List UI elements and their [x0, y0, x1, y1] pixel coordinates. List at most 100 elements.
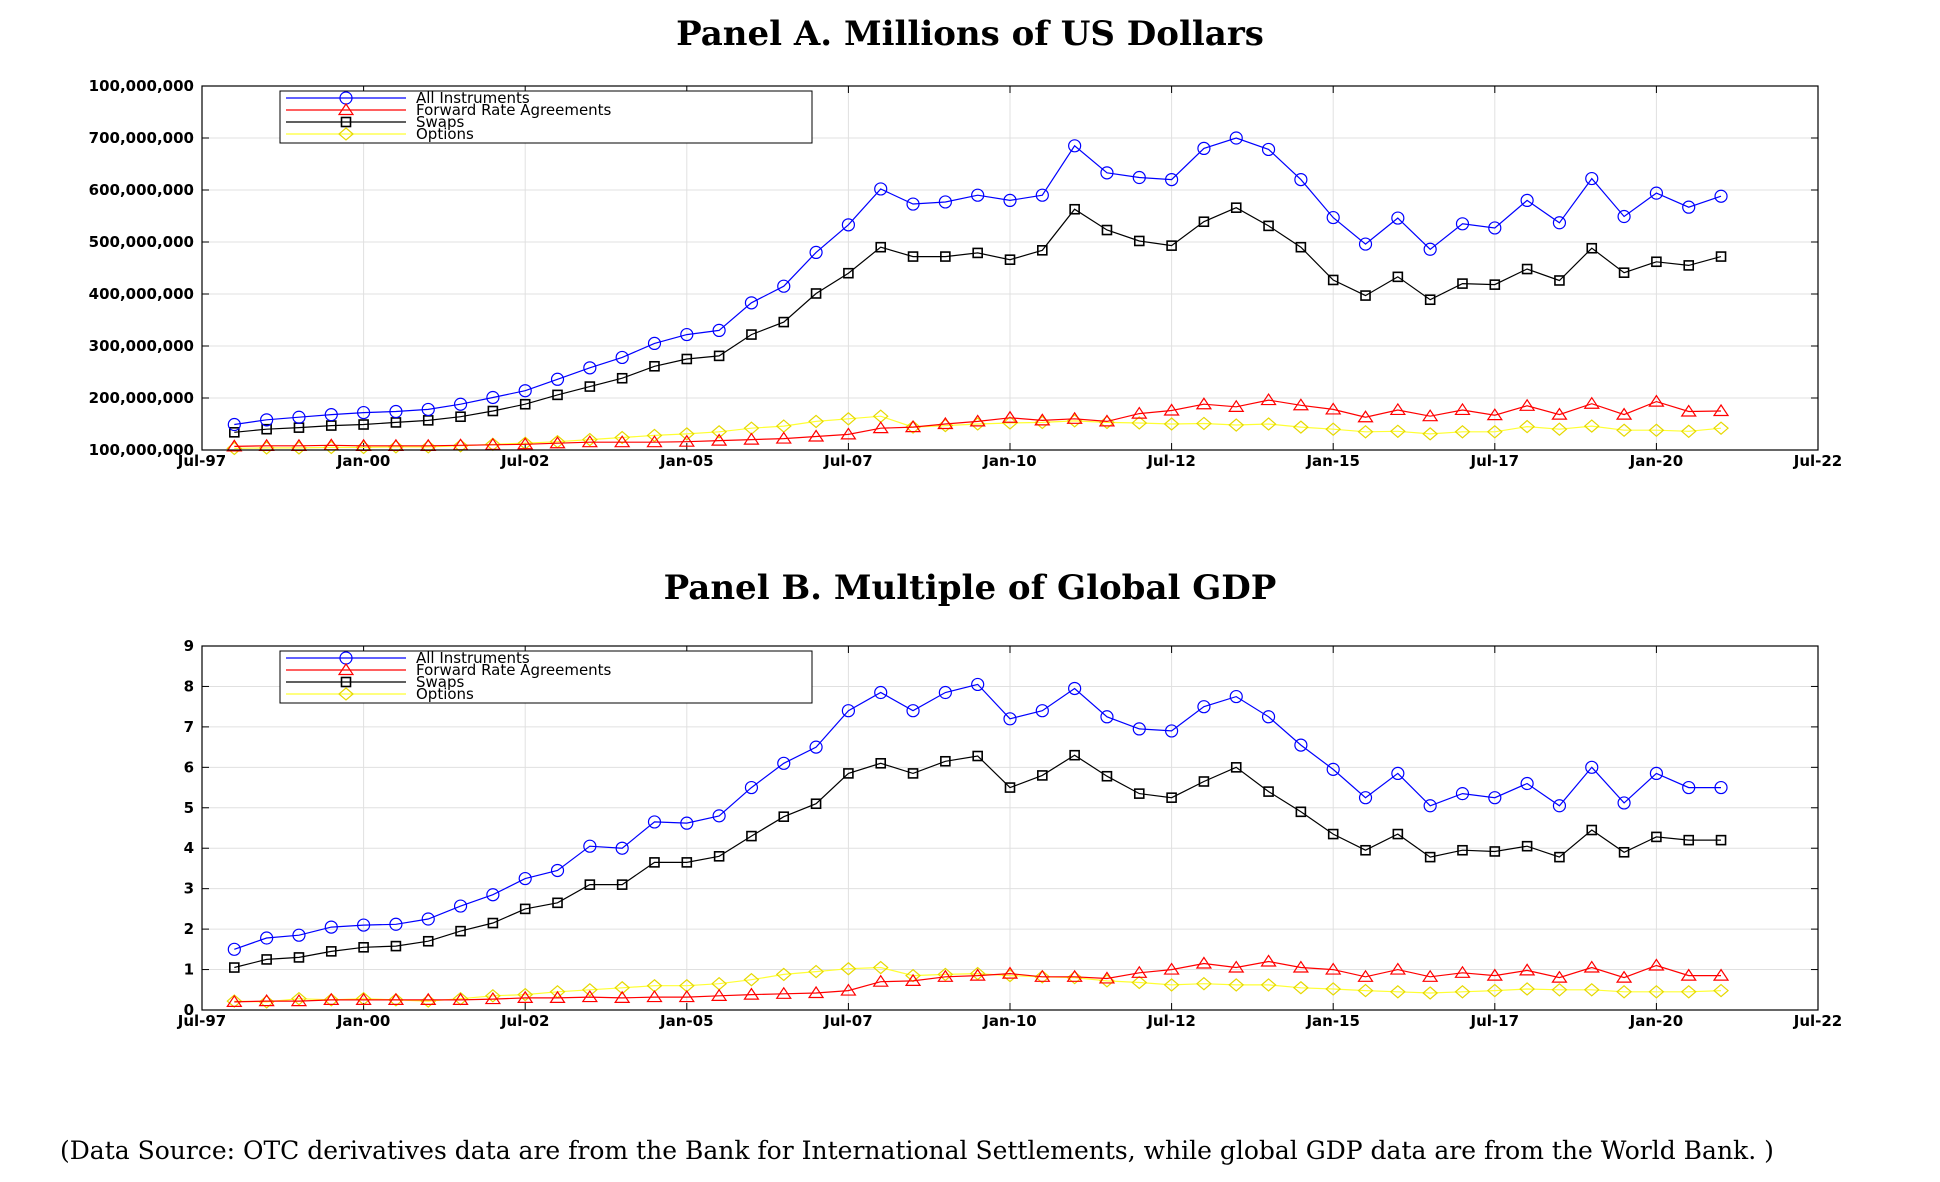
- legend-swatch-marker: [338, 687, 354, 701]
- all-instruments-point: [1100, 710, 1114, 724]
- options-point: [484, 989, 501, 1003]
- forward-rate-agreements-point: [1712, 403, 1730, 417]
- swaps-point: [1295, 806, 1307, 818]
- forward-rate-agreements-point: [452, 992, 469, 1005]
- forward-rate-agreements-point: [1163, 403, 1180, 416]
- all-instruments-point: [1455, 787, 1470, 801]
- all-instruments-point: [777, 279, 791, 293]
- swaps-point: [1651, 831, 1662, 843]
- y-tick-label: 1: [184, 961, 194, 979]
- x-tick-label: Jan-10: [982, 1012, 1036, 1030]
- options-point: [1389, 985, 1406, 999]
- x-tick-label: Jul-22: [1793, 452, 1843, 470]
- swaps-point: [1521, 840, 1533, 852]
- swaps-point: [1327, 274, 1339, 286]
- forward-rate-agreements-line: [234, 399, 1722, 447]
- swaps-point: [519, 903, 531, 915]
- all-instruments-point: [841, 704, 856, 718]
- forward-rate-agreements-point: [840, 427, 857, 440]
- forward-rate-agreements-point: [1583, 960, 1600, 973]
- all-instruments-point: [453, 397, 468, 411]
- all-instruments-point: [906, 197, 920, 211]
- all-instruments-point: [1261, 710, 1276, 724]
- all-instruments-point: [938, 685, 952, 700]
- swaps-point: [325, 946, 337, 957]
- swaps-point: [455, 925, 466, 937]
- forward-rate-agreements-point: [1260, 392, 1277, 406]
- options-point: [1680, 985, 1697, 999]
- forward-rate-agreements-point: [969, 968, 986, 981]
- x-tick-label: Jan-20: [1629, 1012, 1683, 1030]
- forward-rate-agreements-point: [1454, 402, 1471, 416]
- forward-rate-agreements-point: [1325, 962, 1342, 975]
- options-point: [872, 960, 889, 975]
- all-instruments-point: [1455, 217, 1470, 231]
- forward-rate-agreements-point: [1389, 962, 1406, 975]
- panel-a-axes-box: [201, 85, 1819, 451]
- swaps-point: [1489, 279, 1501, 290]
- options-point: [1163, 978, 1180, 992]
- swaps-point: [552, 389, 563, 401]
- all-instruments-point: [389, 404, 403, 419]
- all-instruments-point: [453, 899, 468, 913]
- all-instruments-point: [1391, 211, 1405, 225]
- options-point: [1519, 982, 1536, 996]
- all-instruments-point: [1294, 172, 1308, 187]
- swaps-point: [1683, 834, 1695, 846]
- options-point: [614, 430, 631, 445]
- swaps-point: [1263, 786, 1274, 797]
- swaps-point: [940, 755, 951, 767]
- all-instruments-point: [1035, 704, 1049, 718]
- legend-swatch-marker: [337, 662, 355, 676]
- swaps-point: [1166, 240, 1177, 251]
- options-point: [1195, 976, 1212, 991]
- forward-rate-agreements-point: [872, 421, 889, 434]
- all-instruments-point: [615, 841, 629, 855]
- all-instruments-point: [1682, 780, 1696, 795]
- y-tick-label: 0: [184, 1001, 194, 1019]
- forward-rate-agreements-point: [1518, 398, 1536, 411]
- swaps-point: [1715, 251, 1727, 262]
- forward-rate-agreements-point: [1034, 413, 1051, 426]
- swaps-point: [875, 757, 887, 769]
- all-instruments-point: [971, 677, 985, 692]
- x-tick-label: Jul-12: [1146, 1012, 1196, 1030]
- swaps-point: [1554, 851, 1565, 863]
- swaps-point: [746, 329, 757, 340]
- options-point: [1228, 978, 1245, 992]
- forward-rate-agreements-point: [840, 983, 857, 996]
- forward-rate-agreements-point: [1648, 958, 1665, 971]
- all-instruments-point: [1229, 689, 1243, 704]
- forward-rate-agreements-point: [1292, 960, 1310, 973]
- legend-label: Swaps: [416, 673, 465, 691]
- options-point: [291, 991, 307, 1006]
- forward-rate-agreements-point: [807, 985, 825, 999]
- all-instruments-point: [389, 917, 403, 931]
- forward-rate-agreements-point: [1680, 968, 1697, 981]
- swaps-point: [1004, 782, 1016, 793]
- forward-rate-agreements-point: [1228, 399, 1245, 412]
- forward-rate-agreements-point: [1454, 965, 1471, 978]
- forward-rate-agreements-point: [1292, 398, 1310, 411]
- swaps-point: [519, 398, 531, 410]
- forward-rate-agreements-point: [646, 435, 663, 448]
- swaps-point: [261, 954, 272, 965]
- y-tick-label: 200,000,000: [89, 389, 194, 407]
- options-point: [1228, 418, 1245, 432]
- options-point: [581, 432, 598, 447]
- all-instruments-point: [1164, 724, 1179, 738]
- x-tick-label: Jan-10: [982, 452, 1036, 470]
- all-instruments-point: [550, 863, 565, 878]
- legend-label: Options: [416, 685, 474, 703]
- forward-rate-agreements-point: [1551, 970, 1568, 983]
- all-instruments-point: [1132, 170, 1146, 185]
- forward-rate-agreements-point: [1357, 969, 1374, 982]
- y-tick-label: 6: [184, 758, 194, 776]
- all-instruments-point: [1552, 799, 1567, 813]
- all-instruments-point: [324, 408, 338, 422]
- forward-rate-agreements-point: [1422, 409, 1439, 422]
- options-point: [1389, 424, 1406, 439]
- all-instruments-point: [292, 928, 306, 942]
- forward-rate-agreements-point: [1486, 408, 1503, 421]
- forward-rate-agreements-point: [581, 435, 598, 448]
